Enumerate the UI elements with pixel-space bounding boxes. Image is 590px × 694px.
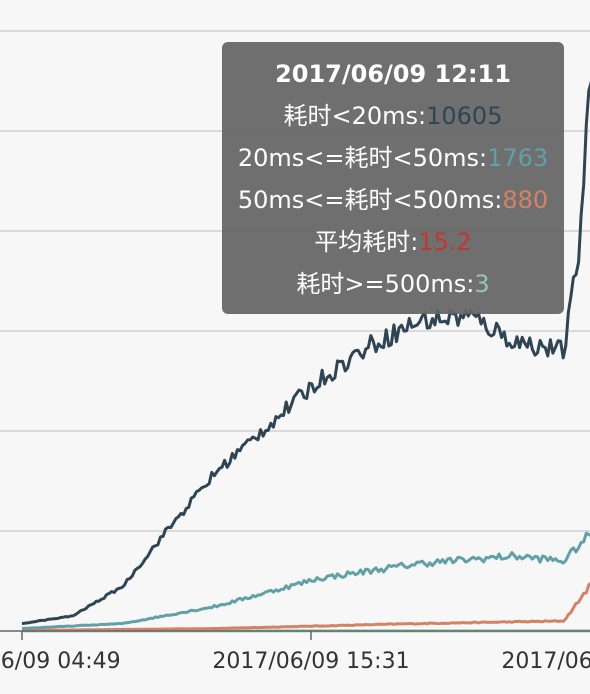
x-tick-label: 2017/06/09 15:31	[212, 649, 409, 674]
tooltip-row-avg: 平均耗时:15.2	[222, 226, 564, 268]
x-tick-label: 2017/06/09 04:49	[0, 649, 121, 674]
tooltip-value: 15.2	[418, 228, 472, 256]
series-line-lt20	[21, 80, 590, 625]
tooltip-row-gte500: 耗时>=500ms:3	[222, 268, 564, 310]
tooltip-value: 880	[502, 186, 549, 214]
tooltip-label: 平均耗时:	[314, 228, 419, 256]
tooltip-value: 10605	[426, 102, 503, 130]
tooltip-label: 20ms<=耗时<50ms:	[237, 144, 488, 172]
tooltip: 2017/06/09 12:11 耗时<20ms:10605 20ms<=耗时<…	[222, 42, 564, 314]
tooltip-value: 3	[474, 270, 490, 298]
series-line-lt500	[22, 581, 590, 632]
tooltip-row-lt20: 耗时<20ms:10605	[222, 100, 564, 142]
tooltip-time: 2017/06/09 12:11	[275, 60, 511, 88]
x-tick-label: 2017/06/10 02:13	[501, 649, 590, 674]
series-line-mid	[21, 531, 590, 630]
x-axis-tick-labels: 2017/06/09 04:49 2017/06/09 15:31 2017/06/…	[0, 649, 590, 674]
tooltip-label: 耗时<20ms:	[283, 102, 427, 130]
tooltip-label: 耗时>=500ms:	[296, 270, 475, 298]
tooltip-value: 1763	[487, 144, 549, 172]
tooltip-row-50-500: 50ms<=耗时<500ms:880	[222, 184, 564, 226]
x-axis-ticks	[21, 631, 312, 640]
tooltip-row-20-50: 20ms<=耗时<50ms:1763	[222, 142, 564, 184]
tooltip-label: 50ms<=耗时<500ms:	[237, 186, 503, 214]
